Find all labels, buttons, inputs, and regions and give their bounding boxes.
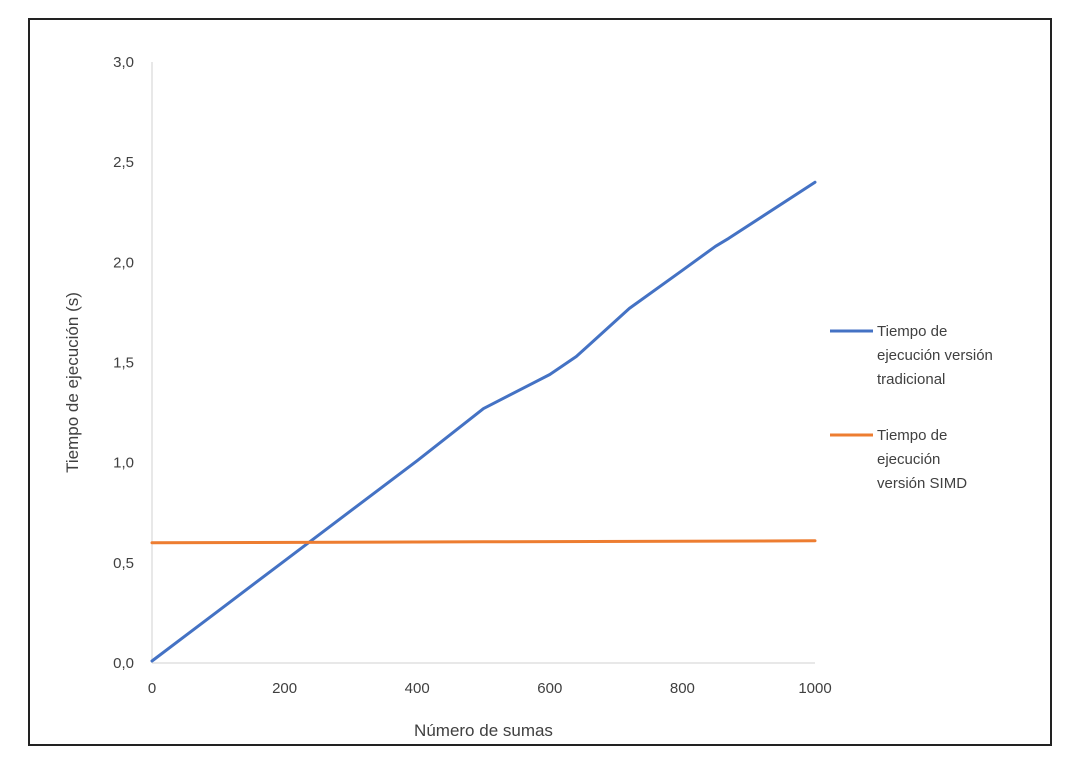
- series-lines: [150, 180, 817, 663]
- legend-item-1: Tiempo de ejecución versión tradicional: [830, 323, 993, 388]
- legend-label: tradicional: [877, 371, 945, 388]
- y-axis: 0,0 0,5 1,0 1,5 2,0 2,5 3,0: [113, 54, 153, 672]
- legend-item-2: Tiempo de ejecución versión SIMD: [830, 427, 967, 492]
- x-tick-label: 800: [670, 680, 695, 697]
- series-line-2: [150, 539, 817, 545]
- x-tick-label: 200: [272, 680, 297, 697]
- y-tick-label: 1,0: [113, 455, 134, 472]
- y-axis-title: Tiempo de ejecución (s): [63, 292, 82, 473]
- series-line-1: [150, 180, 817, 663]
- y-tick-label: 3,0: [113, 54, 134, 71]
- legend-label: versión SIMD: [877, 475, 967, 492]
- legend-label: Tiempo de: [877, 427, 947, 444]
- legend-label: Tiempo de: [877, 323, 947, 340]
- y-tick-label: 0,5: [113, 555, 134, 572]
- x-tick-label: 600: [537, 680, 562, 697]
- line-chart: 0,00,51,01,52,02,53,0 0 200 400 600 800 1000 …: [63, 54, 993, 740]
- y-tick-label: 2,0: [113, 254, 134, 271]
- x-tick-label: 0: [148, 680, 156, 697]
- x-axis-title: Número de sumas: [414, 721, 553, 740]
- y-tick-label: 0,0: [113, 655, 134, 672]
- y-tick-label: 1,5: [113, 355, 134, 372]
- x-axis: 0 200 400 600 800 1000: [148, 662, 832, 697]
- chart-frame: 0,0 0,5 1,0 1,5 2,0 2,5 3,0 0 200 400 600 800 1000 …: [28, 18, 1052, 746]
- y-tick-label: 2,5: [113, 154, 134, 171]
- x-tick-label: 400: [405, 680, 430, 697]
- x-tick-label: 1000: [798, 680, 831, 697]
- legend-label: ejecución versión: [877, 347, 993, 364]
- legend-label: ejecución: [877, 451, 940, 468]
